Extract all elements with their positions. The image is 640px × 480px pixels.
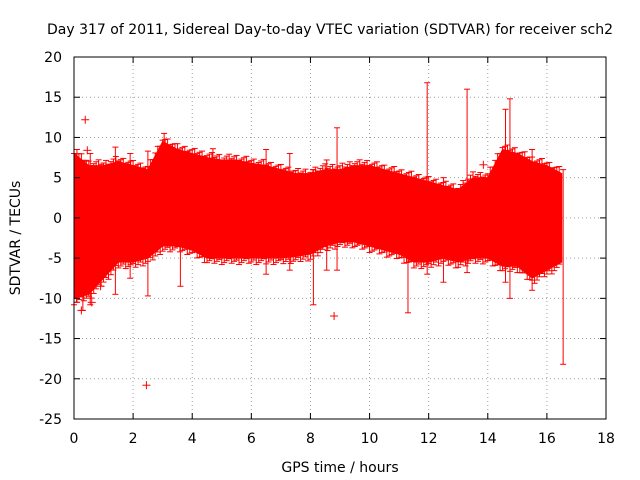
axis-ticks bbox=[73, 56, 607, 420]
spike-error-bar bbox=[263, 149, 270, 275]
spike-error-bar bbox=[323, 159, 330, 271]
spike-error-bar bbox=[73, 149, 80, 303]
outlier-point bbox=[330, 312, 339, 321]
spike-error-bar bbox=[177, 153, 184, 287]
outlier-point bbox=[87, 298, 96, 307]
y-axis-label: SDTVAR / TECUs bbox=[8, 181, 24, 296]
x-tick-label: 12 bbox=[420, 431, 438, 447]
spike-error-bar bbox=[464, 88, 471, 274]
x-axis-label: GPS time / hours bbox=[281, 460, 398, 476]
y-tick-label: -10 bbox=[39, 291, 62, 307]
data-series-sdtvar bbox=[71, 82, 567, 390]
x-tick-label: 8 bbox=[306, 431, 315, 447]
x-tick-label: 14 bbox=[479, 431, 497, 447]
spike-error-bar bbox=[310, 169, 317, 306]
spike-error-bar bbox=[440, 177, 447, 283]
error-bar bbox=[556, 166, 563, 265]
x-tick-label: 10 bbox=[361, 431, 379, 447]
y-tick-label: -5 bbox=[48, 251, 62, 267]
outlier-point bbox=[142, 381, 151, 390]
x-axis-tick-labels: 0 2 4 6 8 10 12 14 16 18 bbox=[70, 431, 615, 447]
y-tick-label: -25 bbox=[39, 412, 62, 428]
y-tick-label: 20 bbox=[44, 50, 62, 66]
y-tick-label: 15 bbox=[44, 90, 62, 106]
y-axis-tick-labels: -25 -20 -15 -10 -5 0 5 10 15 20 bbox=[39, 50, 62, 428]
x-tick-label: 16 bbox=[538, 431, 556, 447]
y-tick-label: 5 bbox=[53, 171, 62, 187]
spike-error-bar bbox=[286, 153, 293, 271]
spike-error-bar bbox=[502, 108, 509, 283]
chart-title: Day 317 of 2011, Sidereal Day-to-day VTE… bbox=[47, 22, 613, 38]
x-tick-label: 4 bbox=[188, 431, 197, 447]
spike-error-bar bbox=[112, 146, 119, 295]
spike-error-bar bbox=[424, 82, 431, 275]
spike-error-bar bbox=[529, 149, 536, 291]
x-tick-label: 0 bbox=[70, 431, 79, 447]
x-tick-label: 18 bbox=[597, 431, 615, 447]
x-tick-label: 6 bbox=[247, 431, 256, 447]
y-tick-label: 0 bbox=[53, 211, 62, 227]
x-tick-label: 2 bbox=[129, 431, 138, 447]
spike-error-bar bbox=[506, 98, 513, 299]
spike-error-bar bbox=[209, 148, 216, 259]
outlier-point bbox=[479, 160, 488, 169]
outlier-point bbox=[96, 282, 105, 291]
y-tick-label: 10 bbox=[44, 130, 62, 146]
outlier-point bbox=[83, 146, 92, 155]
spike-error-bar bbox=[144, 150, 151, 297]
spike-error-bar bbox=[87, 153, 94, 306]
y-tick-label: -15 bbox=[39, 332, 62, 348]
outlier-point bbox=[81, 115, 90, 124]
spike-error-bar bbox=[127, 153, 134, 279]
spike-error-bar bbox=[560, 169, 567, 365]
spike-error-bar bbox=[334, 127, 341, 271]
outlier-point bbox=[77, 306, 86, 315]
spike-error-bar bbox=[404, 177, 411, 314]
y-tick-label: -20 bbox=[39, 372, 62, 388]
plot-frame bbox=[73, 56, 607, 420]
spike-error-bar bbox=[161, 132, 168, 239]
